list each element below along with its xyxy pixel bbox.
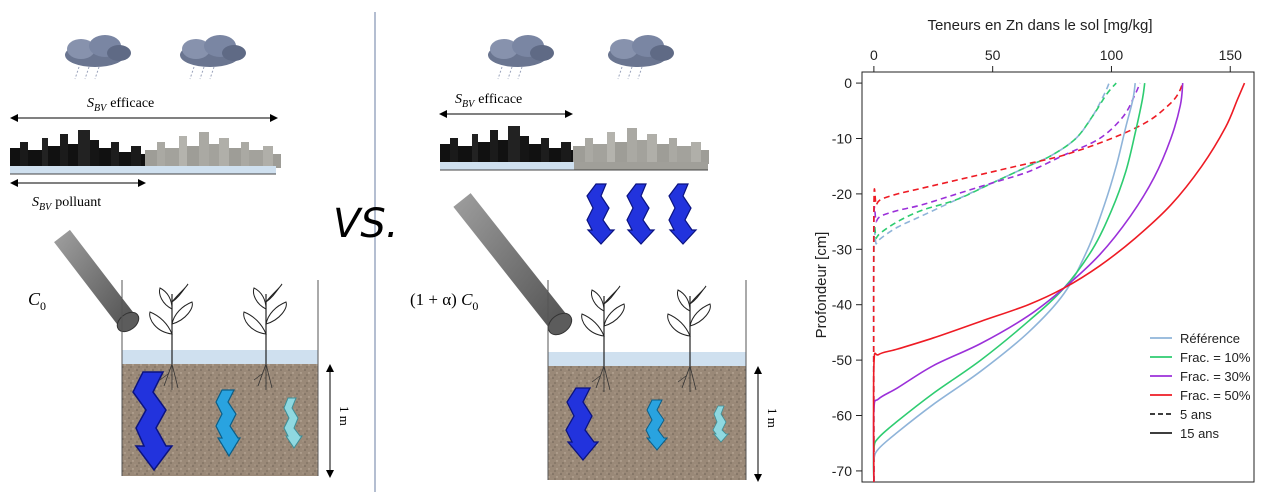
s-bv-efficace-label: SBV efficace (87, 96, 154, 114)
legend-label: Frac. = 10% (1180, 350, 1251, 365)
y-axis-label: Profondeur [cm] (813, 232, 830, 339)
right-scenario: SBV efficace (1 + α) C0 (410, 34, 780, 482)
legend-label: 15 ans (1180, 426, 1220, 441)
series-line-solid (872, 82, 1246, 483)
infiltration-arrows (565, 387, 729, 462)
pipe-icon (453, 193, 573, 336)
pipe-icon (54, 229, 140, 333)
y-tick-label: -30 (832, 241, 852, 257)
y-tick-label: 0 (844, 75, 852, 91)
y-tick-label: -50 (832, 352, 852, 368)
depth-arrow (754, 366, 762, 482)
chart-title: Teneurs en Zn dans le sol [mg/kg] (927, 17, 1152, 34)
y-tick-label: -70 (832, 463, 852, 479)
medium-flow-arrow-icon (215, 389, 242, 458)
series-line-solid (872, 82, 1137, 483)
rain-cloud-icon (179, 34, 247, 80)
y-tick-label: -20 (832, 186, 852, 202)
zinc-depth-chart: Teneurs en Zn dans le sol [mg/kg] Profon… (813, 17, 1255, 483)
x-tick-label: 50 (985, 47, 1001, 63)
legend-label: 5 ans (1180, 407, 1212, 422)
s-bv-efficace-arrow (10, 114, 278, 122)
legend-label: Frac. = 50% (1180, 388, 1251, 403)
city-skyline (10, 128, 281, 176)
y-tick-label: -60 (832, 408, 852, 424)
rain-cloud-icon (607, 34, 675, 80)
x-tick-label: 150 (1219, 47, 1243, 63)
rain-cloud-icon (64, 34, 132, 80)
s-bv-polluant-arrow (10, 179, 146, 187)
vs-label: VS. (333, 201, 398, 247)
s-bv-polluant-label: SBV polluant (32, 195, 101, 213)
concentration-label: (1 + α) C0 (410, 290, 478, 313)
y-tick-label: -40 (832, 297, 852, 313)
legend-label: Frac. = 30% (1180, 369, 1251, 384)
series-line-solid (872, 82, 1146, 483)
s-bv-efficace-arrow (439, 110, 573, 118)
x-tick-label: 0 (870, 47, 878, 63)
large-flow-arrow-icon (132, 371, 174, 472)
medium-flow-arrow-icon (565, 387, 600, 462)
axis-ticks: 0 50 100 150 0 -10 -20 -30 -40 -50 -60 -70 (832, 47, 1242, 479)
left-scenario: SBV efficace SBV polluant C0 (10, 34, 352, 478)
tiny-flow-arrow-icon (712, 405, 729, 443)
flow-arrow-icon (668, 183, 698, 245)
legend: Référence Frac. = 10% Frac. = 30% Frac. = 5… (1150, 331, 1251, 441)
series-line-dashed (872, 82, 1117, 483)
y-tick-label: -10 (832, 130, 852, 146)
depth-label: 1 m (765, 408, 780, 428)
depth-label: 1 m (337, 406, 352, 426)
depth-arrow (326, 364, 334, 478)
series-layer (872, 82, 1246, 483)
plot-frame (861, 71, 1255, 483)
rain-cloud-icon (487, 34, 555, 80)
legend-label: Référence (1180, 331, 1240, 346)
small-flow-arrow-icon (283, 397, 303, 449)
small-flow-arrow-icon (645, 399, 669, 451)
infiltration-arrows (586, 183, 698, 245)
concentration-label: C0 (28, 289, 46, 313)
x-tick-label: 100 (1100, 47, 1124, 63)
flow-arrow-icon (586, 183, 616, 245)
series-line-solid (872, 82, 1184, 483)
flow-arrow-icon (626, 183, 656, 245)
series-line-dashed (872, 82, 1184, 483)
infiltration-arrows (132, 371, 303, 472)
city-skyline (440, 124, 709, 172)
s-bv-efficace-label: SBV efficace (455, 92, 522, 110)
